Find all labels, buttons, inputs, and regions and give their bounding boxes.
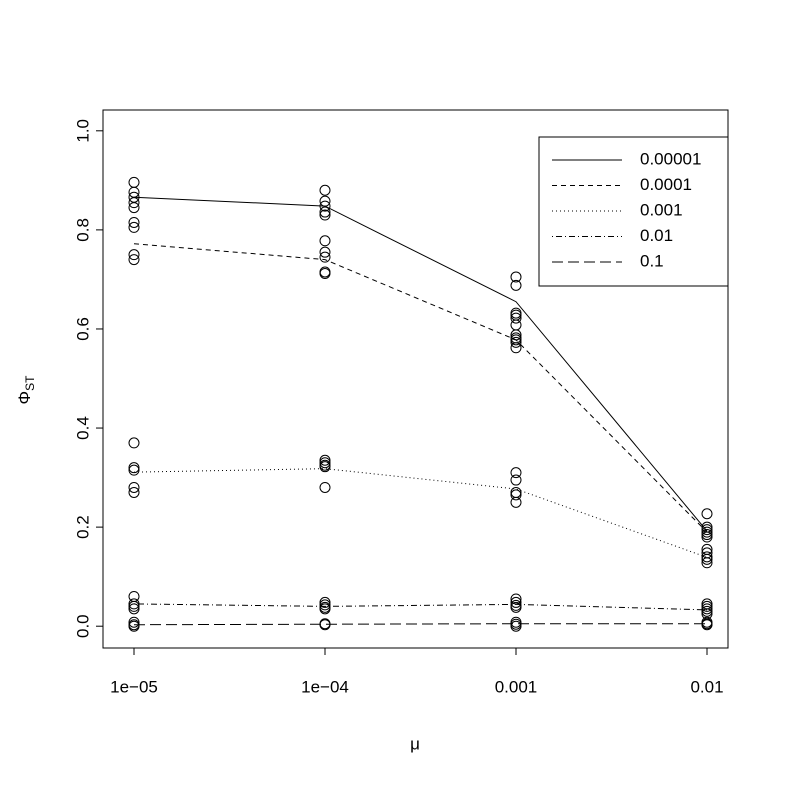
data-point (128, 202, 140, 214)
legend-box (538, 136, 729, 287)
legend-label: 0.0001 (640, 175, 692, 194)
data-point (319, 619, 331, 631)
x-tick-label: 0.001 (495, 677, 538, 696)
data-point (510, 342, 522, 354)
data-point (128, 197, 140, 209)
data-point (128, 462, 140, 474)
y-tick-label: 0.2 (73, 515, 92, 539)
data-point (128, 176, 140, 188)
data-point (510, 312, 522, 324)
data-point (128, 249, 140, 261)
data-point (319, 209, 331, 221)
data-point (128, 600, 140, 612)
data-point (510, 467, 522, 479)
y-tick-label: 1.0 (73, 119, 92, 143)
data-point (510, 474, 522, 486)
data-point (510, 329, 522, 341)
data-point (510, 486, 522, 498)
series-line (133, 623, 707, 626)
y-tick-label: 0.4 (73, 416, 92, 440)
data-point (510, 593, 522, 605)
data-point (701, 557, 713, 569)
y-axis-label-main: Φ (15, 391, 34, 405)
data-point (701, 524, 713, 536)
data-point (319, 267, 331, 279)
data-point (701, 526, 713, 538)
x-tick-label: 0.01 (690, 677, 723, 696)
data-point (319, 481, 331, 493)
data-point (510, 496, 522, 508)
data-point (319, 454, 331, 466)
data-point (510, 601, 522, 613)
data-point (701, 529, 713, 541)
data-point (510, 489, 522, 501)
y-axis-label-sub: ST (23, 375, 37, 391)
y-axis-label: ΦST (15, 375, 37, 405)
data-point (701, 508, 713, 520)
legend-label: 0.001 (640, 200, 683, 219)
data-point (701, 551, 713, 563)
y-tick-label: 0.0 (73, 614, 92, 638)
data-point (128, 620, 140, 632)
data-point (510, 334, 522, 346)
series-line (133, 603, 708, 611)
data-point (319, 246, 331, 258)
data-point (128, 216, 140, 228)
data-point (319, 200, 331, 212)
data-point (319, 599, 331, 611)
series-line (133, 243, 708, 533)
data-point (128, 616, 140, 628)
data-point (701, 600, 713, 612)
data-point (701, 531, 713, 543)
data-point (701, 605, 713, 617)
data-point (128, 437, 140, 449)
data-point (701, 603, 713, 615)
data-point (128, 598, 140, 610)
x-tick-label: 1e−04 (301, 677, 349, 696)
data-point (128, 481, 140, 493)
legend-label: 0.01 (640, 226, 673, 245)
x-tick-label: 1e−05 (110, 677, 158, 696)
data-point (319, 206, 331, 218)
data-point (510, 336, 522, 348)
data-point (319, 596, 331, 608)
data-point (510, 596, 522, 608)
data-point (319, 457, 331, 469)
data-point (319, 251, 331, 263)
data-point (701, 553, 713, 565)
data-point (319, 184, 331, 196)
data-point (128, 603, 140, 615)
data-point (319, 195, 331, 207)
data-point (510, 271, 522, 283)
data-point (510, 319, 522, 331)
data-point (128, 486, 140, 498)
data-point (510, 620, 522, 632)
x-axis-label: μ (410, 734, 420, 753)
data-point (510, 279, 522, 291)
series-line (133, 196, 708, 532)
legend-label: 0.00001 (640, 149, 701, 168)
data-point (319, 235, 331, 247)
data-point (319, 603, 331, 615)
series-line (133, 468, 708, 558)
y-tick-label: 0.6 (73, 317, 92, 341)
data-point (128, 464, 140, 476)
data-point (128, 254, 140, 266)
data-point (319, 461, 331, 473)
legend-label: 0.1 (640, 251, 664, 270)
y-tick-label: 0.8 (73, 218, 92, 242)
data-point (701, 619, 713, 631)
data-point (128, 221, 140, 233)
